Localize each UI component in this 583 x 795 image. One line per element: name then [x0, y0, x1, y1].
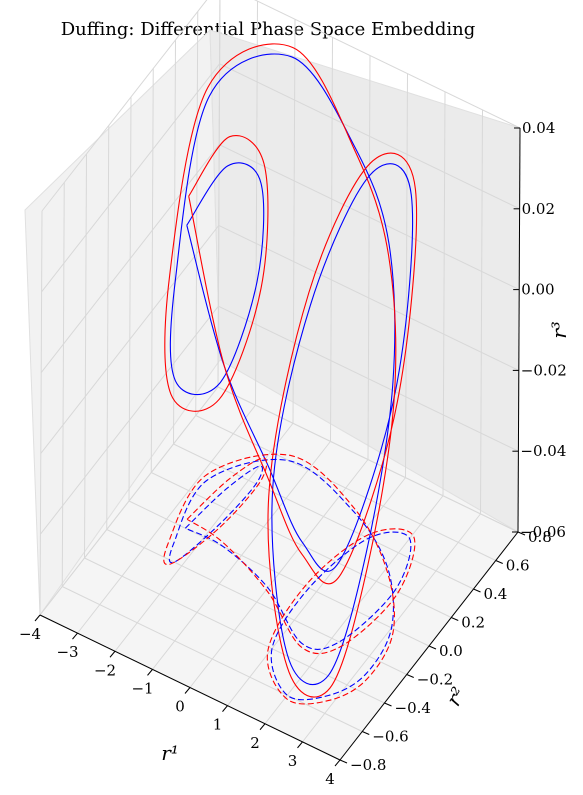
- z-ticks: −0.06 −0.04 −0.02 0.00 0.02 0.04: [512, 119, 567, 541]
- y-tick: [495, 560, 503, 564]
- y-tick: [339, 759, 348, 764]
- y-tick-label: −0.8: [350, 756, 386, 774]
- grid-line: [219, 63, 520, 210]
- y-tick: [384, 702, 392, 707]
- floor-projection-line-2: [168, 458, 412, 701]
- x-tick: [259, 723, 266, 731]
- y-ticks: −0.8 −0.6 −0.4 −0.2 0.0 0.2 0.4 0.6 0.8: [339, 528, 552, 774]
- x-tick-label: −3: [56, 643, 78, 661]
- z-tick-label: 0.02: [522, 200, 555, 218]
- x-tick: [297, 741, 303, 749]
- grid-line: [367, 55, 371, 460]
- x-tick: [184, 687, 191, 694]
- grid-line: [39, 210, 43, 616]
- grid-line: [218, 305, 519, 452]
- grid-line: [173, 443, 474, 590]
- x-tick-label: −2: [94, 661, 116, 679]
- z-tick-label: −0.02: [521, 361, 567, 379]
- x-tick: [147, 669, 153, 676]
- grid-line: [405, 73, 408, 478]
- z-tick-label: −0.04: [520, 442, 566, 460]
- grid-line: [40, 305, 219, 535]
- grid-line: [195, 11, 199, 416]
- grid-line: [254, 0, 521, 129]
- grid-line: [41, 63, 220, 293]
- z-axis-line: [517, 127, 521, 533]
- y-tick-label: 0.4: [484, 585, 508, 603]
- floor-projection-line-3: [163, 453, 416, 705]
- x-ticks: −4 −3 −2 −1 0 1 2 3 4: [19, 614, 341, 788]
- x-tick-label: 1: [213, 716, 223, 734]
- x-tick-label: 0: [175, 698, 185, 716]
- grid-line: [480, 109, 483, 514]
- grid-line: [84, 557, 385, 704]
- y-tick: [428, 645, 437, 650]
- y-tick: [473, 588, 481, 593]
- y-tick-label: 0.6: [506, 557, 530, 575]
- x-tick: [222, 705, 228, 712]
- grid-line: [128, 96, 132, 502]
- grid-line: [128, 500, 430, 647]
- x-tick-label: 3: [288, 752, 298, 770]
- x-tick: [109, 650, 116, 658]
- grid-line: [106, 529, 407, 675]
- trajectory-line-0: [169, 53, 414, 686]
- y-tick: [406, 674, 414, 678]
- y-tick: [451, 617, 459, 621]
- grid-line: [217, 386, 519, 533]
- x-tick-label: −4: [19, 625, 41, 643]
- x-tick: [34, 614, 41, 622]
- y-tick-label: −0.4: [395, 699, 431, 717]
- grid-line: [195, 415, 496, 561]
- z-axis-label: r³: [547, 321, 571, 339]
- grid-line: [217, 0, 221, 388]
- x-tick-label: −1: [131, 679, 153, 697]
- y-tick: [517, 531, 526, 536]
- y-tick: [362, 731, 370, 735]
- y-tick-label: −0.2: [417, 671, 453, 689]
- grid-line: [218, 224, 520, 371]
- x-tick: [334, 759, 341, 767]
- grid-line: [150, 68, 154, 473]
- z-tick-label: −0.06: [520, 523, 566, 541]
- y-tick-label: −0.6: [372, 728, 408, 746]
- grid-line: [61, 182, 65, 587]
- grid-line: [40, 144, 220, 373]
- x-tick-label: 2: [250, 734, 260, 752]
- grid-line: [442, 91, 446, 496]
- z-tick-label: 0.04: [522, 119, 555, 137]
- y-tick-label: 0.2: [461, 614, 485, 632]
- x-tick-label: 4: [325, 770, 335, 788]
- y-tick-label: 0.0: [439, 642, 463, 660]
- grid-line: [40, 225, 220, 454]
- series-layer: [163, 43, 418, 705]
- grid-line: [106, 125, 110, 530]
- trajectory-line-1: [164, 43, 418, 698]
- x-tick: [72, 632, 78, 640]
- grid-line: [41, 0, 208, 212]
- grid-line: [151, 472, 452, 618]
- grid-line: [62, 586, 363, 732]
- grid-line: [292, 19, 296, 424]
- y-tick-label: 0.8: [528, 528, 552, 546]
- x-axis-label: r¹: [161, 741, 179, 765]
- grid-line: [39, 386, 219, 616]
- chart-title: Duffing: Differential Phase Space Embedd…: [61, 19, 476, 40]
- grid-line: [218, 144, 520, 291]
- grid-line: [84, 153, 87, 559]
- grid-line: [255, 1, 258, 406]
- z-tick-label: 0.00: [521, 281, 554, 299]
